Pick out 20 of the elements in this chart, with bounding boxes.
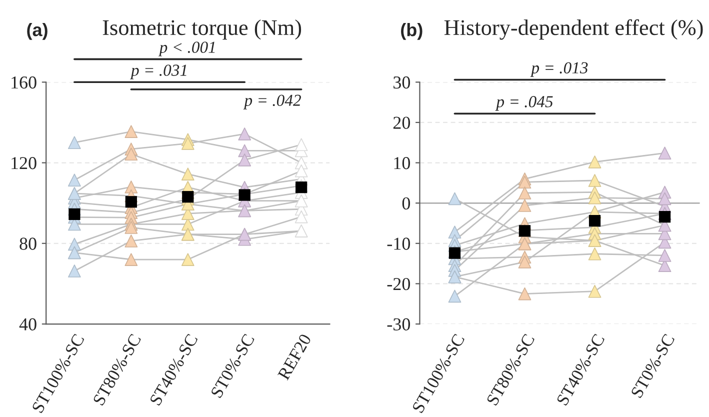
y-tick-label: -30 [387, 318, 410, 330]
text: (a) [27, 22, 48, 40]
annotation: p = .042 [243, 94, 301, 110]
chart-title: Isometric torque (Nm) [102, 20, 302, 40]
y-tick-label: 120 [12, 157, 36, 170]
y-tick-label: 20 [393, 116, 410, 129]
y-tick-label: -20 [387, 278, 410, 290]
y-tick-label: 80 [20, 238, 36, 250]
text: p = .013 [530, 62, 588, 77]
y-tick-label: 160 [12, 76, 36, 89]
y-tick-label: 30 [394, 76, 410, 89]
chart-title: History-dependent effect (%) [444, 19, 703, 40]
text: p = .031 [130, 64, 186, 80]
text: (b) [401, 22, 422, 40]
y-tick-label: 0 [402, 197, 410, 210]
y-tick-label: 10 [394, 157, 410, 170]
text: p < .001 [158, 42, 215, 56]
y-tick-label: -10 [387, 238, 410, 250]
y-tick-label: 40 [19, 318, 36, 330]
annotation: p = .045 [495, 96, 553, 111]
